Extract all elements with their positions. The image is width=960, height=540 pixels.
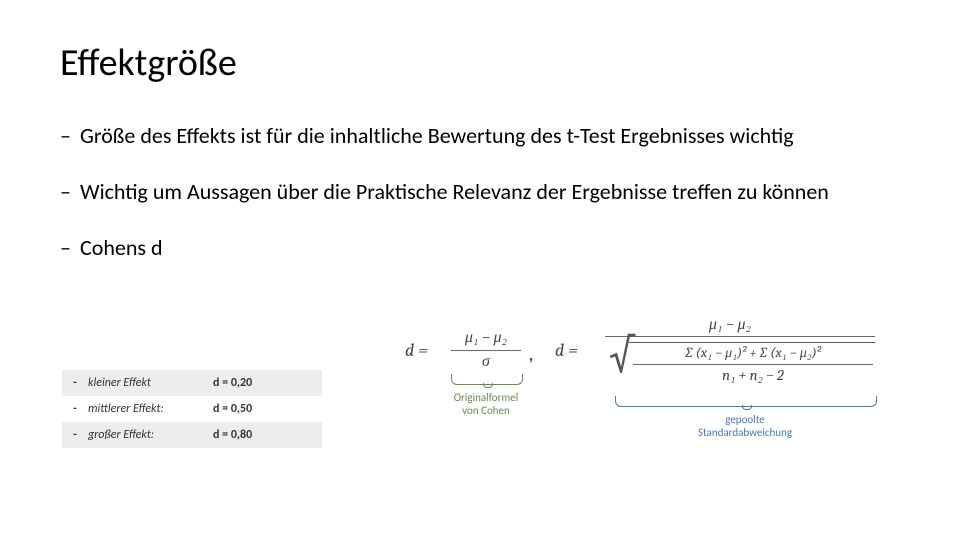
row-dash: -: [62, 428, 88, 442]
formula-radicand-bot: n₁ + n₂ − 2: [633, 366, 873, 385]
effect-size-table: - kleiner Effekt d = 0,20 - mittlerer Ef…: [62, 370, 322, 450]
caption-blue: gepoolte Standardabweichung: [665, 414, 825, 439]
formula-numerator-left: μ₁ − μ₂: [451, 328, 521, 347]
slide: Effektgröße Größe des Effekts ist für di…: [0, 0, 960, 540]
radical-symbol: √: [609, 328, 634, 383]
caption-green-l1: Originalformel: [454, 391, 518, 404]
effect-value: d = 0,80: [213, 428, 303, 442]
effect-label: kleiner Effekt: [88, 376, 213, 390]
formula-numerator-right: μ₁ − μ₂: [685, 315, 775, 334]
formula-d-eq-left: d =: [405, 340, 428, 361]
table-row: - großer Effekt: d = 0,80: [62, 422, 322, 448]
row-dash: -: [62, 402, 88, 416]
caption-green-l2: von Cohen: [462, 404, 510, 417]
bullet-item: Cohens d: [60, 234, 910, 262]
caption-blue-l1: gepoolte: [725, 413, 765, 426]
caption-blue-l2: Standardabweichung: [698, 426, 792, 439]
formula-d-eq-right: d =: [555, 340, 578, 361]
fraction-bar: [451, 350, 521, 351]
formula-area: d = μ₁ − μ₂ σ Originalformel von Cohen ,…: [405, 320, 923, 470]
radical-bar: [629, 342, 875, 343]
formula-denominator-left: σ: [451, 352, 521, 371]
formula-radicand-top: ∑ (x₁ − μ₁)² + ∑ (x₁ − μ₂)²: [633, 344, 873, 362]
table-row: - mittlerer Effekt: d = 0,50: [62, 396, 322, 422]
fraction-bar-main: [605, 336, 875, 337]
bullet-item: Wichtig um Aussagen über die Praktische …: [60, 178, 910, 206]
row-dash: -: [62, 376, 88, 390]
effect-value: d = 0,50: [213, 402, 303, 416]
effect-value: d = 0,20: [213, 376, 303, 390]
bullet-list: Größe des Effekts ist für die inhaltlich…: [60, 122, 910, 262]
caption-green: Originalformel von Cohen: [435, 392, 537, 417]
bullet-item: Größe des Effekts ist für die inhaltlich…: [60, 122, 910, 150]
fraction-bar-inner: [633, 364, 873, 365]
effect-label: großer Effekt:: [88, 428, 213, 442]
effect-label: mittlerer Effekt:: [88, 402, 213, 416]
table-row: - kleiner Effekt d = 0,20: [62, 370, 322, 396]
underbrace-green: [451, 374, 523, 385]
underbrace-blue: [615, 396, 877, 407]
page-title: Effektgröße: [60, 40, 910, 86]
formula-comma: ,: [529, 342, 533, 365]
